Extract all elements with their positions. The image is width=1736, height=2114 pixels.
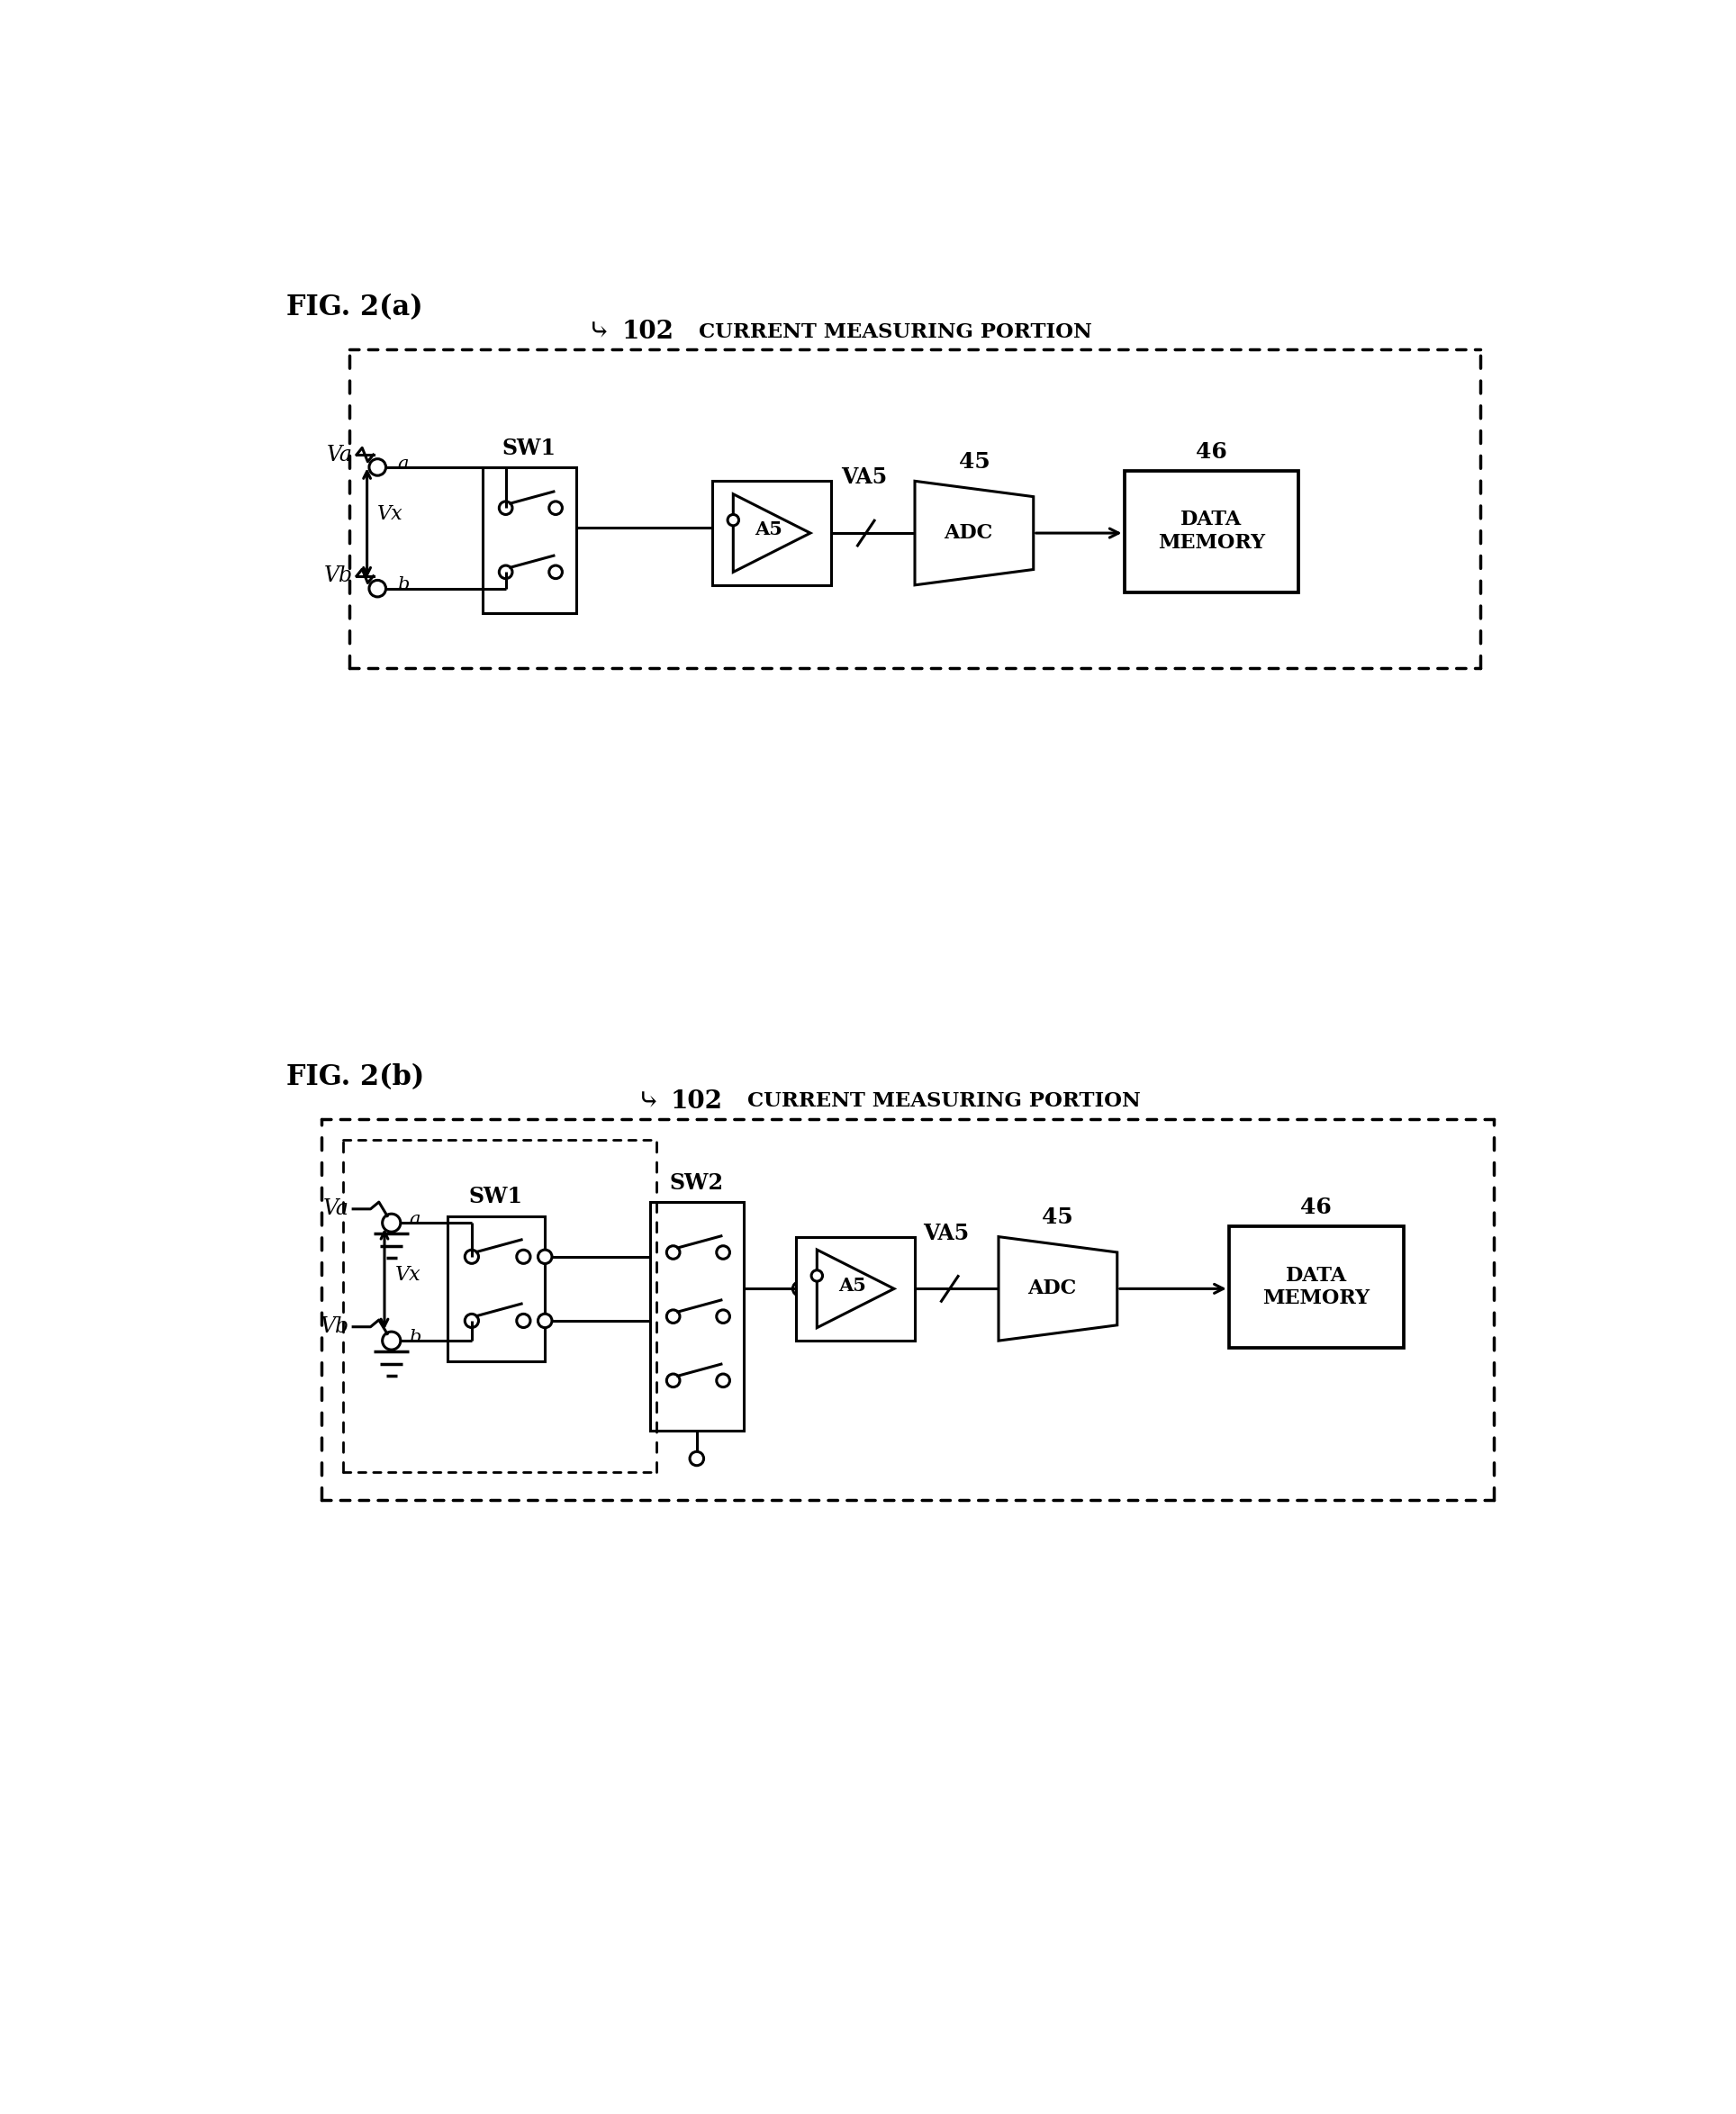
Circle shape bbox=[382, 1332, 401, 1349]
Circle shape bbox=[549, 564, 562, 579]
Text: CURRENT MEASURING PORTION: CURRENT MEASURING PORTION bbox=[746, 1091, 1141, 1112]
Circle shape bbox=[689, 1452, 703, 1465]
Polygon shape bbox=[818, 1249, 894, 1328]
Text: DATA
MEMORY: DATA MEMORY bbox=[1158, 509, 1266, 552]
Text: ADC: ADC bbox=[1028, 1279, 1076, 1298]
Polygon shape bbox=[1125, 471, 1299, 592]
Text: Vx: Vx bbox=[396, 1264, 420, 1285]
Text: Va: Va bbox=[326, 444, 352, 465]
Circle shape bbox=[465, 1315, 479, 1328]
Circle shape bbox=[465, 1249, 479, 1264]
Text: 102: 102 bbox=[670, 1089, 722, 1114]
Text: VA5: VA5 bbox=[924, 1222, 969, 1243]
Text: ⤷: ⤷ bbox=[637, 1087, 660, 1116]
Text: a: a bbox=[410, 1211, 420, 1228]
Polygon shape bbox=[483, 467, 576, 613]
Text: b: b bbox=[398, 577, 410, 594]
Circle shape bbox=[549, 501, 562, 514]
Text: A5: A5 bbox=[755, 520, 783, 539]
Text: 46: 46 bbox=[1196, 440, 1227, 463]
Polygon shape bbox=[649, 1203, 743, 1431]
Circle shape bbox=[667, 1245, 681, 1260]
Text: VA5: VA5 bbox=[842, 467, 887, 488]
Text: Va: Va bbox=[323, 1199, 349, 1220]
Circle shape bbox=[500, 564, 512, 579]
Circle shape bbox=[667, 1374, 681, 1387]
Circle shape bbox=[793, 1281, 807, 1296]
Text: SW2: SW2 bbox=[670, 1171, 724, 1194]
Circle shape bbox=[717, 1245, 729, 1260]
Circle shape bbox=[538, 1313, 552, 1328]
Text: a: a bbox=[398, 455, 408, 471]
Text: Vb: Vb bbox=[325, 567, 352, 586]
Polygon shape bbox=[915, 482, 1033, 586]
Circle shape bbox=[717, 1311, 729, 1323]
Circle shape bbox=[382, 1213, 401, 1232]
Text: Vx: Vx bbox=[377, 503, 403, 524]
Circle shape bbox=[370, 459, 385, 476]
Polygon shape bbox=[1229, 1226, 1403, 1347]
Text: FIG. 2(b): FIG. 2(b) bbox=[286, 1063, 425, 1091]
Text: A5: A5 bbox=[838, 1277, 866, 1294]
Text: ADC: ADC bbox=[944, 522, 993, 543]
Text: Vb: Vb bbox=[321, 1317, 349, 1338]
Circle shape bbox=[667, 1311, 681, 1323]
Text: ⤷: ⤷ bbox=[589, 317, 611, 347]
Circle shape bbox=[517, 1315, 529, 1328]
Text: 46: 46 bbox=[1300, 1197, 1332, 1218]
Circle shape bbox=[517, 1249, 529, 1264]
Polygon shape bbox=[797, 1237, 915, 1340]
Polygon shape bbox=[448, 1216, 545, 1361]
Circle shape bbox=[717, 1374, 729, 1387]
Text: 45: 45 bbox=[958, 450, 990, 474]
Text: SW1: SW1 bbox=[469, 1186, 523, 1207]
Text: CURRENT MEASURING PORTION: CURRENT MEASURING PORTION bbox=[698, 321, 1092, 342]
Polygon shape bbox=[733, 495, 811, 573]
Text: b: b bbox=[410, 1330, 420, 1347]
Circle shape bbox=[500, 501, 512, 514]
Circle shape bbox=[811, 1271, 823, 1281]
Text: DATA
MEMORY: DATA MEMORY bbox=[1262, 1266, 1370, 1309]
Polygon shape bbox=[712, 482, 832, 586]
Text: 45: 45 bbox=[1042, 1207, 1073, 1228]
Circle shape bbox=[727, 514, 740, 526]
Text: FIG. 2(a): FIG. 2(a) bbox=[286, 294, 424, 321]
Text: 102: 102 bbox=[621, 319, 674, 345]
Circle shape bbox=[538, 1249, 552, 1264]
Text: SW1: SW1 bbox=[502, 438, 556, 459]
Circle shape bbox=[370, 579, 385, 596]
Polygon shape bbox=[998, 1237, 1118, 1340]
